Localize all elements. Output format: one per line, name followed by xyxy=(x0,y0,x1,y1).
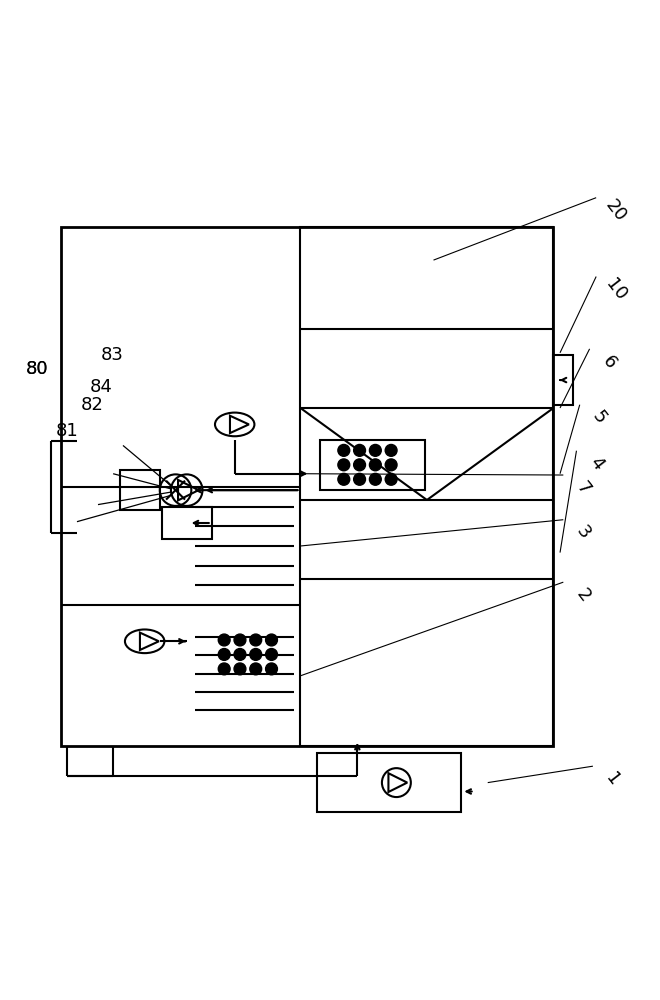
Text: 4: 4 xyxy=(585,454,607,474)
Circle shape xyxy=(385,473,397,485)
Text: 80: 80 xyxy=(26,360,49,378)
Text: 1: 1 xyxy=(602,769,623,789)
Circle shape xyxy=(250,634,261,646)
Circle shape xyxy=(218,649,230,660)
Circle shape xyxy=(385,459,397,471)
Circle shape xyxy=(250,649,261,660)
Circle shape xyxy=(338,444,350,456)
Bar xyxy=(300,227,554,746)
Circle shape xyxy=(234,634,246,646)
Circle shape xyxy=(338,473,350,485)
Bar xyxy=(61,227,554,746)
Circle shape xyxy=(370,473,381,485)
Text: 3: 3 xyxy=(572,523,593,543)
Circle shape xyxy=(218,663,230,675)
Text: 81: 81 xyxy=(55,422,79,440)
Circle shape xyxy=(265,634,277,646)
Text: 5: 5 xyxy=(589,408,610,428)
Circle shape xyxy=(370,444,381,456)
Circle shape xyxy=(338,459,350,471)
Circle shape xyxy=(218,634,230,646)
Text: 80: 80 xyxy=(26,360,49,378)
Text: 83: 83 xyxy=(100,346,123,364)
Bar xyxy=(554,355,573,405)
Bar xyxy=(162,507,212,539)
Circle shape xyxy=(370,459,381,471)
Circle shape xyxy=(234,663,246,675)
Bar xyxy=(120,470,160,510)
Text: 7: 7 xyxy=(572,478,593,498)
Text: 6: 6 xyxy=(599,352,620,372)
Circle shape xyxy=(354,473,366,485)
Text: 82: 82 xyxy=(81,396,104,414)
Bar xyxy=(317,753,461,812)
Circle shape xyxy=(354,444,366,456)
Bar xyxy=(320,440,425,490)
Circle shape xyxy=(354,459,366,471)
Text: 10: 10 xyxy=(602,275,630,304)
Circle shape xyxy=(234,649,246,660)
Text: 84: 84 xyxy=(90,378,113,396)
Circle shape xyxy=(265,649,277,660)
Text: 2: 2 xyxy=(572,585,593,605)
Circle shape xyxy=(385,444,397,456)
Text: 20: 20 xyxy=(602,196,630,225)
Circle shape xyxy=(250,663,261,675)
Circle shape xyxy=(265,663,277,675)
